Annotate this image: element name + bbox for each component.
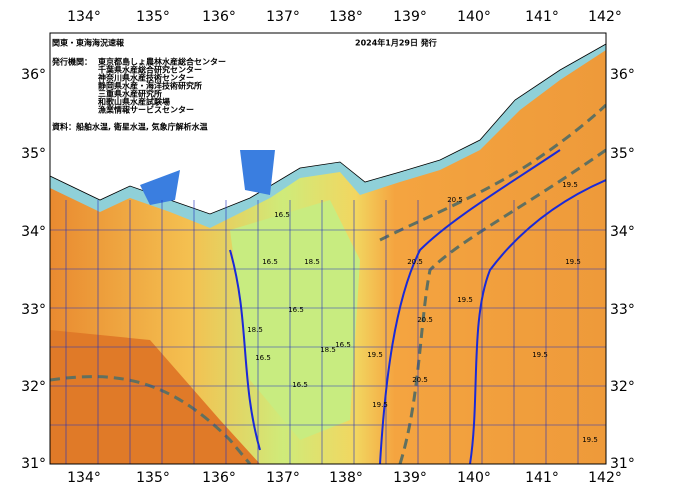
lat-label: 35° [610,146,635,162]
contour-label: 16.5 [262,258,278,266]
source: 資料：船舶水温, 衛星水温, 気象庁解析水温 [52,122,208,132]
contour-label: 20.5 [407,258,423,266]
contour-label: 18.5 [320,346,336,354]
lat-label: 36° [610,67,635,83]
lon-label: 141° [525,9,559,25]
lon-label: 137° [266,9,300,25]
contour-labels: 16.516.516.516.516.516.518.518.518.519.5… [247,181,598,444]
issuers: 東京都島しょ農林水産総合センター千葉県水産総合研究センター神奈川県水産技術センタ… [98,57,226,115]
issuer-label: 発行機関： [51,57,92,67]
lon-label: 141° [525,470,559,486]
contour-label: 19.5 [457,296,473,304]
issuer: 漁業情報サービスセンター [98,105,194,115]
issuer: 神奈川県水産技術センター [98,73,194,83]
lon-label: 134° [67,470,101,486]
contour-label: 19.5 [367,351,383,359]
lon-label: 140° [457,9,491,25]
lon-label: 142° [588,9,622,25]
ticks: 134° 135° 136° 137° 138° 139° 140° 141° 142° 134°… [21,9,635,486]
date: 2024年1月29日 発行 [355,38,437,48]
issuer: 三重県水産研究所 [98,89,162,99]
contour-label: 16.5 [255,354,271,362]
lon-label: 138° [329,470,363,486]
contour-label: 20.5 [417,316,433,324]
lon-label: 134° [67,9,101,25]
current-axis [50,375,252,464]
bay [240,150,275,195]
lat-label: 33° [610,302,635,318]
lat-label: 32° [610,379,635,395]
contour-label: 19.5 [372,401,388,409]
issuer: 静岡県水産・海洋技術研究所 [98,81,202,91]
lon-label: 138° [329,9,363,25]
lon-label: 135° [136,9,170,25]
warm-water [50,330,260,464]
contour-label: 20.5 [412,376,428,384]
contour-label: 19.5 [565,258,581,266]
lat-label: 31° [610,456,635,472]
lat-label: 35° [21,146,46,162]
issuer: 和歌山県水産試験場 [98,97,170,107]
lon-label: 135° [136,470,170,486]
lon-label: 137° [266,470,300,486]
land [50,33,606,215]
contour-label: 20.5 [447,196,463,204]
contour-label: 19.5 [532,351,548,359]
lon-label: 142° [588,470,622,486]
lat-label: 34° [21,224,46,240]
contour-label: 16.5 [288,306,304,314]
lat-label: 33° [21,302,46,318]
bay [140,170,180,205]
lon-label: 140° [457,470,491,486]
current-axis [379,103,606,464]
contour-label: 16.5 [274,211,290,219]
contour-label: 19.5 [582,436,598,444]
lon-label: 136° [202,470,236,486]
contour-label: 16.5 [335,341,351,349]
lat-label: 31° [21,456,46,472]
lon-label: 139° [393,470,427,486]
contour-label: 16.5 [292,381,308,389]
issuer: 東京都島しょ農林水産総合センター [98,57,226,67]
lon-label: 136° [202,9,236,25]
lat-label: 34° [610,224,635,240]
issuer: 千葉県水産総合研究センター [98,65,202,75]
contour-label: 19.5 [562,181,578,189]
frame [49,32,607,465]
title: 関東・東海海況速報 [52,38,125,48]
grid [50,200,606,464]
contour-label: 18.5 [304,258,320,266]
map-body: 16.516.516.516.516.516.518.518.518.519.5… [50,33,606,464]
lat-label: 32° [21,379,46,395]
cool-water [230,200,360,440]
lat-label: 36° [21,67,46,83]
lon-label: 139° [393,9,427,25]
contour-label: 18.5 [247,326,263,334]
